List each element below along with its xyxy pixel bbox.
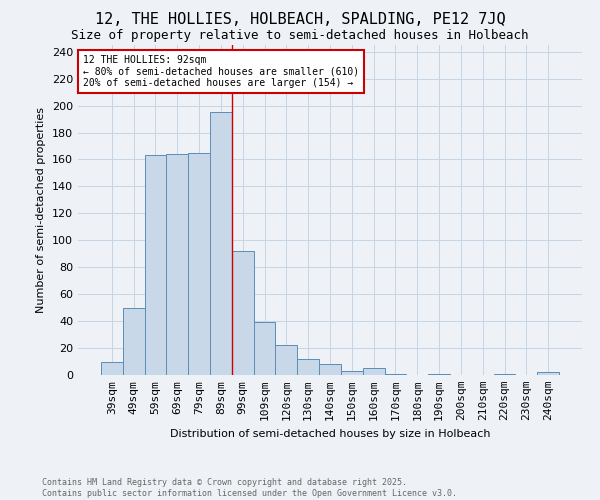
Bar	[166, 154, 188, 375]
Bar	[385, 374, 406, 375]
Bar	[254, 322, 275, 375]
Text: 12, THE HOLLIES, HOLBEACH, SPALDING, PE12 7JQ: 12, THE HOLLIES, HOLBEACH, SPALDING, PE1…	[95, 12, 505, 28]
X-axis label: Distribution of semi-detached houses by size in Holbeach: Distribution of semi-detached houses by …	[170, 428, 490, 438]
Y-axis label: Number of semi-detached properties: Number of semi-detached properties	[37, 107, 46, 313]
Bar	[145, 156, 166, 375]
Bar	[537, 372, 559, 375]
Bar	[494, 374, 515, 375]
Text: Size of property relative to semi-detached houses in Holbeach: Size of property relative to semi-detach…	[71, 29, 529, 42]
Bar	[363, 368, 385, 375]
Text: Contains HM Land Registry data © Crown copyright and database right 2025.
Contai: Contains HM Land Registry data © Crown c…	[42, 478, 457, 498]
Bar	[297, 359, 319, 375]
Bar	[123, 308, 145, 375]
Bar	[341, 371, 363, 375]
Bar	[319, 364, 341, 375]
Bar	[188, 153, 210, 375]
Bar	[210, 112, 232, 375]
Text: 12 THE HOLLIES: 92sqm
← 80% of semi-detached houses are smaller (610)
20% of sem: 12 THE HOLLIES: 92sqm ← 80% of semi-deta…	[83, 55, 359, 88]
Bar	[275, 346, 297, 375]
Bar	[232, 251, 254, 375]
Bar	[428, 374, 450, 375]
Bar	[101, 362, 123, 375]
